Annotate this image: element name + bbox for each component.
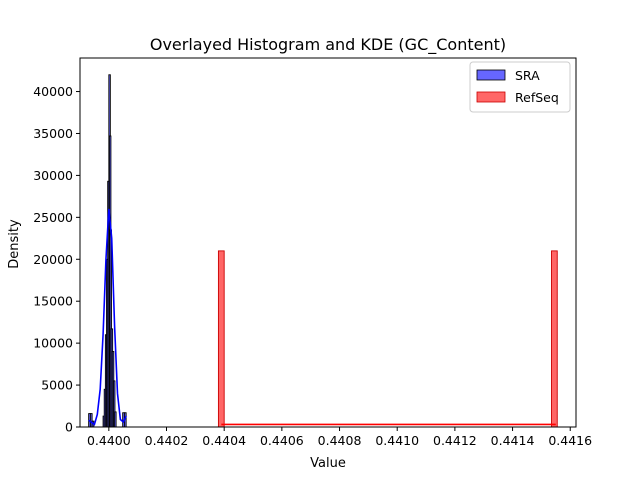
chart-title: Overlayed Histogram and KDE (GC_Content): [150, 35, 506, 55]
y-tick-label-8: 40000: [33, 84, 73, 99]
axes-frame: [79, 57, 577, 428]
x-tick-label-7: 0.4414: [491, 433, 535, 448]
y-axis-label: Density: [7, 219, 22, 269]
legend-label-refseq: RefSeq: [515, 90, 559, 105]
x-tick-label-5: 0.4410: [375, 433, 419, 448]
y-tick-label-0: 0: [65, 420, 73, 435]
plot-area: 0.4400 0.4402 0.4404 0.4406 0.4408 0.4410 0.44…: [33, 57, 592, 448]
x-axis-label: Value: [310, 456, 346, 471]
x-tick-label-0: 0.4400: [87, 433, 131, 448]
y-tick-label-6: 30000: [33, 168, 73, 183]
y-tick-label-3: 15000: [33, 294, 73, 309]
legend-label-sra: SRA: [515, 68, 540, 83]
bar-refseq-0: [217, 250, 225, 428]
bar-refseq-1: [551, 250, 558, 428]
bar-sra-14: [114, 411, 117, 428]
y-tick-label-2: 10000: [33, 336, 73, 351]
y-tick-label-5: 25000: [33, 210, 73, 225]
x-tick-label-4: 0.4408: [318, 433, 362, 448]
x-tick-label-1: 0.4402: [145, 433, 189, 448]
y-tick-label-7: 35000: [33, 126, 73, 141]
y-tick-label-1: 5000: [41, 378, 73, 393]
x-tick-label-3: 0.4406: [260, 433, 304, 448]
x-tick-label-8: 0.4416: [548, 433, 592, 448]
legend: SRA RefSeq: [469, 61, 571, 113]
x-axis-ticks: 0.4400 0.4402 0.4404 0.4406 0.4408 0.4410 0.44…: [87, 427, 592, 448]
legend-swatch-refseq: [476, 91, 506, 103]
y-tick-label-4: 20000: [33, 252, 73, 267]
legend-swatch-sra: [476, 69, 506, 81]
kde-line-sra: [88, 208, 127, 426]
kde-layer: [88, 208, 556, 426]
x-tick-label-6: 0.4412: [433, 433, 477, 448]
y-axis-ticks: 0 5000 10000 15000 20000 25000 30000 35000 40000: [33, 84, 80, 435]
x-tick-label-2: 0.4404: [202, 433, 246, 448]
